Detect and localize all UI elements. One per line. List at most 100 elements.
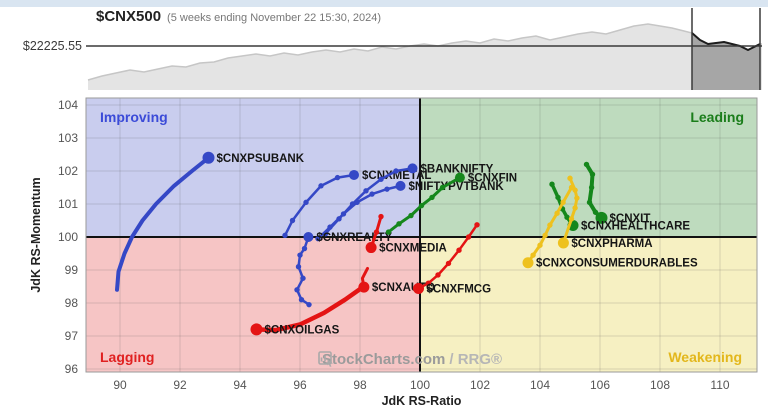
trail-dot: [327, 224, 333, 230]
label-cnxconsumerdurables[interactable]: $CNXCONSUMERDURABLES: [536, 258, 698, 270]
trail-dot: [572, 205, 578, 211]
head-dot-cnxrealty[interactable]: [303, 232, 314, 242]
trail-dot: [301, 245, 308, 252]
trail-dot: [295, 264, 302, 270]
head-dot-cnxit[interactable]: [595, 211, 608, 224]
symbol-title: $CNX500: [96, 8, 162, 25]
window-top-strip: [0, 0, 768, 7]
x-tick-106: 106: [590, 378, 610, 392]
trail-dot: [408, 212, 414, 219]
trail-cnxmetal[interactable]: [283, 173, 356, 237]
trail-dot: [586, 199, 593, 206]
grid-lines: [86, 98, 757, 372]
trail-dot: [439, 184, 446, 191]
selected-price-line: [691, 32, 761, 51]
head-dot-cnxfin[interactable]: [454, 172, 465, 183]
quadrant-lagging: [86, 237, 420, 372]
plot-border: [85, 97, 758, 373]
trail-dot: [378, 213, 384, 220]
trail-dot: [588, 184, 595, 191]
trail-dot: [425, 280, 432, 286]
label-cnxfin[interactable]: $CNXFIN: [468, 173, 517, 185]
trail-dot: [334, 174, 341, 181]
label-cnxit[interactable]: $CNXIT: [610, 213, 651, 225]
y-tick-99: 99: [65, 263, 79, 277]
series-cnxhealthcare: $CNXHEALTHCARE: [549, 181, 690, 232]
x-tick-98: 98: [353, 378, 367, 392]
series-cnxmedia: $CNXMEDIA: [365, 213, 447, 255]
x-tick-108: 108: [650, 378, 670, 392]
trail-dot: [294, 287, 300, 293]
trail-dot: [282, 232, 288, 239]
quadrant-label-weakening: Weakening: [668, 349, 742, 365]
selection-window-area[interactable]: [692, 33, 760, 90]
head-dot-cnxconsumerdurables[interactable]: [522, 257, 534, 269]
head-dot-cnxpsubank[interactable]: [202, 151, 215, 164]
trail-dot: [298, 297, 305, 303]
y-tick-101: 101: [58, 197, 78, 211]
head-dot-cnxoilgas[interactable]: [250, 323, 263, 336]
y-tick-96: 96: [65, 362, 79, 376]
label-cnxhealthcare[interactable]: $CNXHEALTHCARE: [581, 220, 690, 232]
head-dot-cnxpharma[interactable]: [557, 237, 569, 249]
trail-dot: [363, 188, 369, 194]
trail-cnxoilgas[interactable]: [254, 282, 369, 333]
trail-dot: [445, 260, 452, 267]
trail-dot: [435, 272, 441, 278]
price-area: [88, 24, 762, 90]
series-cnxit: $CNXIT: [583, 161, 651, 225]
trail-dot: [568, 184, 575, 191]
trail-dot: [574, 195, 580, 201]
trail-dot: [306, 301, 312, 308]
head-dot-banknifty[interactable]: [407, 163, 418, 174]
trail-dot: [474, 222, 480, 228]
trail-dot: [340, 211, 347, 217]
trail-dot: [418, 202, 425, 209]
trail-dot: [456, 247, 462, 253]
label-cnxmedia[interactable]: $CNXMEDIA: [379, 243, 447, 255]
y-tick-104: 104: [58, 98, 78, 112]
trail-dot: [589, 171, 596, 177]
label-cnxpsubank[interactable]: $CNXPSUBANK: [217, 153, 305, 165]
x-tick-104: 104: [530, 378, 550, 392]
trail-dot: [555, 194, 561, 201]
trail-cnxpsubank[interactable]: [115, 155, 211, 292]
trail-dot: [385, 229, 392, 235]
trail-dot: [592, 209, 599, 215]
trail-dot: [429, 194, 435, 201]
series-cnxoilgas: $CNXOILGAS: [250, 282, 369, 336]
trail-dot: [289, 217, 296, 224]
series-cnxrealty: $CNXREALTY: [294, 232, 393, 308]
quadrant-label-improving: Improving: [100, 109, 168, 125]
series-cnxpharma: $CNXPHARMA: [557, 175, 653, 250]
label-cnxpharma[interactable]: $CNXPHARMA: [571, 238, 652, 250]
trail-dot: [396, 221, 402, 227]
quadrant-label-lagging: Lagging: [100, 349, 155, 365]
head-dot-cnxfmcg[interactable]: [413, 282, 424, 294]
trail-dot: [393, 168, 399, 174]
label-cnxfmcg[interactable]: $CNXFMCG: [427, 283, 492, 295]
trail-dot: [560, 199, 566, 206]
trail-dot: [315, 235, 321, 242]
y-tick-102: 102: [58, 164, 78, 178]
x-axis-title: JdK RS-Ratio: [381, 394, 462, 408]
trail-dot: [354, 199, 360, 206]
trail-dot: [537, 242, 543, 248]
head-dot-niftypvtbank[interactable]: [395, 180, 406, 191]
label-niftypvtbank[interactable]: $NIFTYPVTBANK: [409, 181, 505, 193]
trail-dot: [549, 181, 555, 187]
series-cnxconsumerdurables: $CNXCONSUMERDURABLES: [522, 184, 698, 270]
trail-dot: [554, 210, 560, 216]
quadrant-improving: [86, 98, 420, 237]
trail-dot: [300, 275, 306, 281]
price-level-label: $22225.55: [22, 39, 82, 53]
quadrant-weakening: [420, 237, 757, 372]
head-dot-cnxmetal[interactable]: [349, 169, 359, 180]
trail-dot: [318, 183, 324, 189]
head-dot-cnxmedia[interactable]: [365, 242, 377, 254]
y-tick-98: 98: [65, 296, 79, 310]
label-cnxoilgas[interactable]: $CNXOILGAS: [265, 324, 340, 336]
series-cnxfmcg: $CNXFMCG: [413, 222, 491, 295]
label-banknifty[interactable]: $BANKNIFTY: [421, 163, 494, 175]
